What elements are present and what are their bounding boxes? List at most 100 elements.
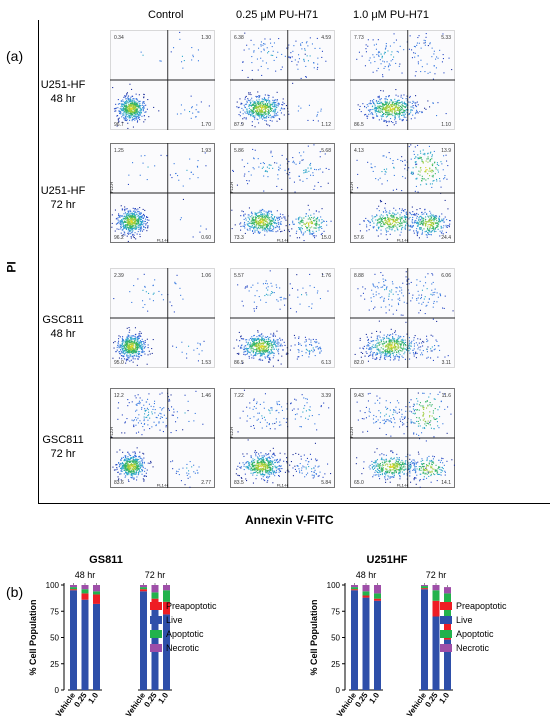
scatter-dot <box>289 235 291 237</box>
scatter-dot <box>273 353 275 355</box>
scatter-dot <box>427 232 429 234</box>
scatter-dot <box>113 298 115 300</box>
scatter-dot <box>313 67 315 69</box>
scatter-dot <box>191 59 193 61</box>
scatter-dot <box>430 231 432 233</box>
scatter-dot <box>243 351 245 353</box>
scatter-dot <box>367 219 369 221</box>
scatter-dot <box>283 103 285 105</box>
scatter-dot <box>183 60 185 62</box>
scatter-dot <box>316 217 318 219</box>
scatter-dot <box>113 108 115 110</box>
scatter-dot <box>256 110 258 112</box>
scatter-dot <box>122 221 124 223</box>
scatter-dot <box>121 352 123 354</box>
scatter-dot <box>143 102 145 104</box>
scatter-dot <box>394 101 396 103</box>
scatter-dot <box>250 114 252 116</box>
scatter-dot <box>365 351 367 353</box>
scatter-dot <box>398 222 400 224</box>
scatter-dot <box>321 50 323 52</box>
scatter-dot <box>421 66 423 68</box>
scatter-dot <box>315 235 317 237</box>
scatter-dot <box>248 225 250 227</box>
scatter-dot <box>388 217 390 219</box>
scatter-dot <box>389 344 391 346</box>
scatter-dot <box>116 125 118 127</box>
scatter-dot <box>397 221 399 223</box>
scatter-dot <box>127 183 129 185</box>
scatter-dot <box>307 60 309 62</box>
scatter-dot <box>303 217 305 219</box>
scatter-dot <box>132 108 134 110</box>
scatter-dot <box>275 345 277 347</box>
scatter-dot <box>393 108 395 110</box>
scatter-dot <box>392 162 394 164</box>
scatter-dot <box>381 57 383 59</box>
scatter-dot <box>254 115 256 117</box>
scatter-dot <box>138 215 140 217</box>
scatter-dot <box>144 353 146 355</box>
scatter-dot <box>139 331 141 333</box>
scatter-dot <box>269 357 271 359</box>
scatter-dot <box>247 350 249 352</box>
scatter-dot <box>412 171 414 173</box>
scatter-dot <box>241 210 243 212</box>
scatter-dot <box>272 346 274 348</box>
scatter-dot <box>126 113 128 115</box>
scatter-dot <box>143 347 145 349</box>
scatter-dot <box>422 153 424 155</box>
scatter-dot <box>123 213 125 215</box>
scatter-dot <box>132 111 134 113</box>
scatter-dot <box>137 347 139 349</box>
scatter-dot <box>291 56 293 58</box>
scatter-dot <box>254 231 256 233</box>
scatter-dot <box>136 346 138 348</box>
scatter-dot <box>405 109 407 111</box>
scatter-dot <box>129 350 131 352</box>
scatter-dot <box>121 219 123 221</box>
scatter-dot <box>373 99 375 101</box>
scatter-dot <box>286 158 288 160</box>
scatter-dot <box>143 94 145 96</box>
scatter-dot <box>132 343 134 345</box>
scatter-dot <box>125 349 127 351</box>
scatter-dot <box>313 286 315 288</box>
scatter-dot <box>308 225 310 227</box>
scatter-dot <box>267 68 269 70</box>
scatter-dot <box>366 345 368 347</box>
scatter-dot <box>255 352 257 354</box>
scatter-dot <box>399 214 401 216</box>
scatter-dot <box>391 110 393 112</box>
scatter-dot <box>257 337 259 339</box>
scatter-dot <box>142 220 144 222</box>
scatter-dot <box>405 220 407 222</box>
scatter-dot <box>140 219 142 221</box>
scatter-dot <box>379 349 381 351</box>
scatter-dot <box>403 210 405 212</box>
scatter-dot <box>264 105 266 107</box>
scatter-dot <box>368 113 370 115</box>
scatter-dot <box>301 220 303 222</box>
scatter-dot <box>416 228 418 230</box>
scatter-dot <box>417 222 419 224</box>
scatter-dot <box>389 106 391 108</box>
scatter-dot <box>248 180 250 182</box>
scatter-dot <box>431 186 433 188</box>
scatter-dot <box>384 107 386 109</box>
scatter-dot <box>266 226 268 228</box>
scatter-dot <box>418 219 420 221</box>
scatter-dot <box>234 224 236 226</box>
scatter-dot <box>388 103 390 105</box>
scatter-dot <box>428 229 430 231</box>
scatter-dot <box>262 226 264 228</box>
fl-axis-x-label: FL1-H <box>277 238 288 243</box>
scatter-dot <box>298 351 300 353</box>
scatter-dot <box>444 199 446 201</box>
scatter-dot <box>132 345 134 347</box>
scatter-dot <box>433 216 435 218</box>
scatter-dot <box>130 210 132 212</box>
scatter-dot <box>239 347 241 349</box>
scatter-dot <box>393 356 395 358</box>
scatter-dot <box>115 108 117 110</box>
